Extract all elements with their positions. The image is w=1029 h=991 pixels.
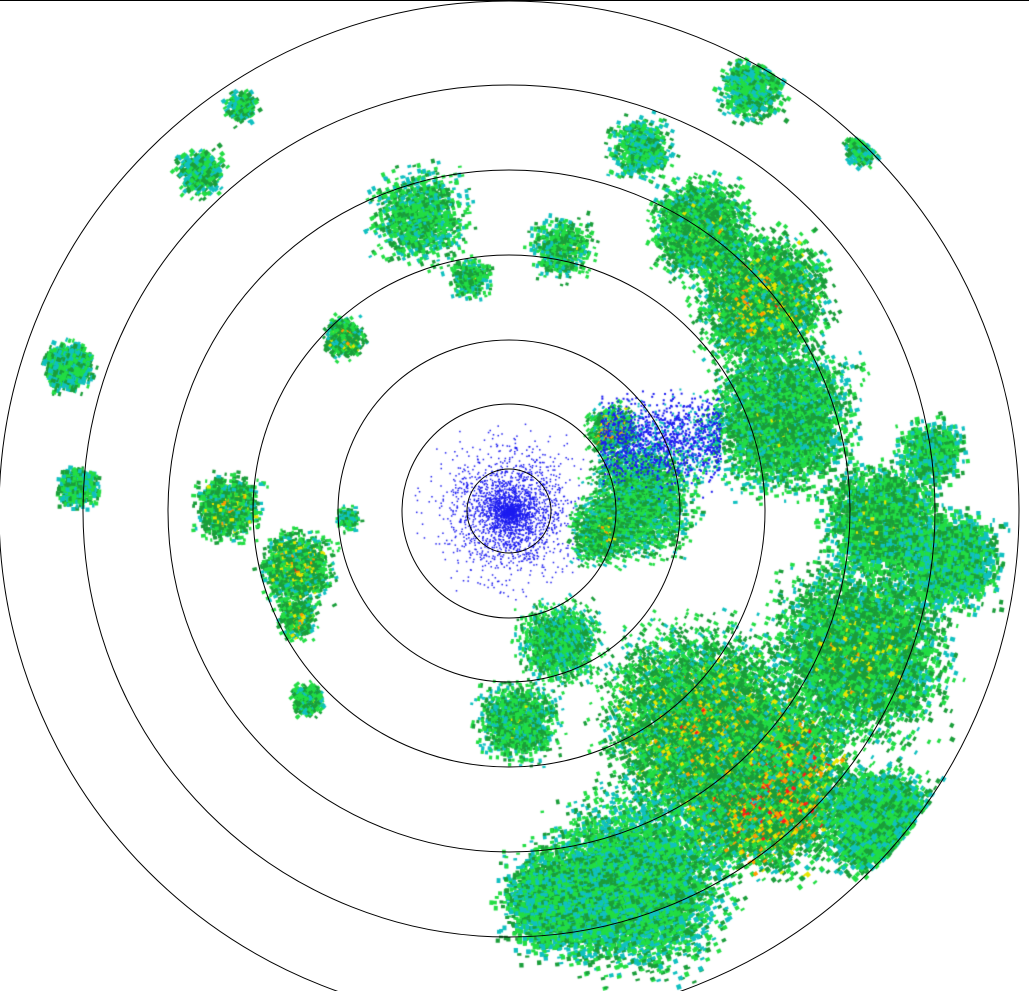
range-ring-6	[82, 84, 936, 938]
range-ring-2	[401, 403, 617, 619]
range-ring-4	[252, 254, 766, 768]
range-ring-5	[167, 169, 851, 853]
range-ring-1	[466, 468, 552, 554]
range-ring-3	[337, 339, 681, 683]
